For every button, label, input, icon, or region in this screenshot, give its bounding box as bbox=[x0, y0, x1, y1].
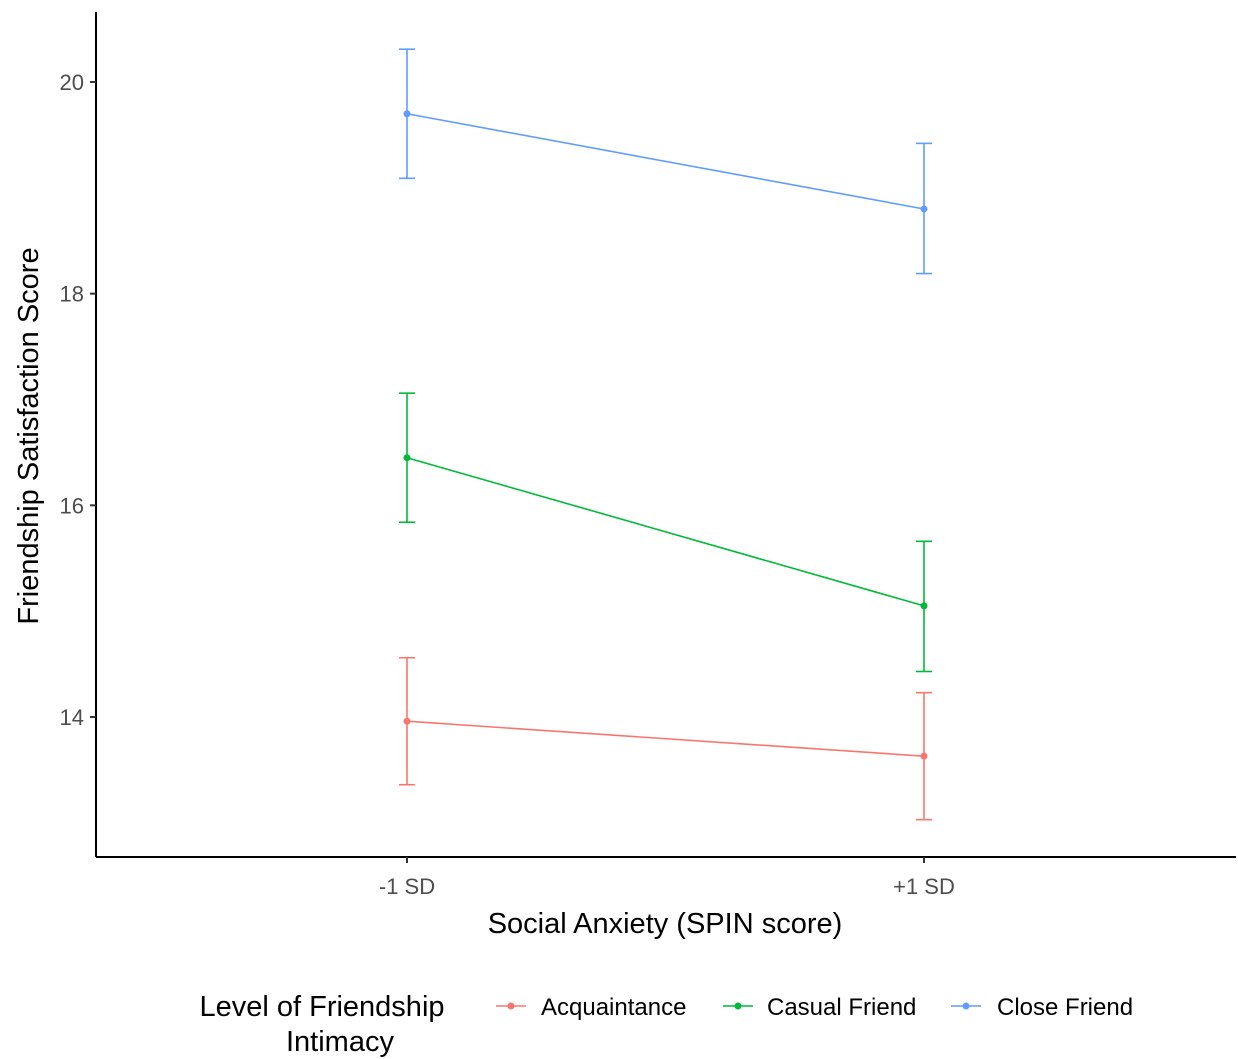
series-line bbox=[406, 456, 925, 607]
y-ticks: 14 16 18 20 bbox=[60, 70, 96, 730]
series-close-friend bbox=[399, 48, 932, 275]
y-tick-label: 16 bbox=[60, 493, 84, 518]
x-axis-title: Social Anxiety (SPIN score) bbox=[488, 908, 843, 940]
x-tick-label: -1 SD bbox=[379, 874, 435, 899]
series-line bbox=[406, 112, 925, 210]
series-casual-friend bbox=[399, 392, 932, 673]
axes bbox=[95, 12, 1236, 858]
y-tick-label: 14 bbox=[60, 705, 84, 730]
series-line bbox=[406, 720, 925, 757]
data-point bbox=[920, 205, 928, 213]
data-point bbox=[403, 110, 411, 118]
x-ticks: -1 SD +1 SD bbox=[379, 857, 955, 899]
y-axis-title: Friendship Satisfaction Score bbox=[13, 247, 45, 624]
data-point bbox=[920, 752, 928, 760]
legend-key-point bbox=[507, 1002, 515, 1010]
legend-title-line-2: Intimacy bbox=[286, 1026, 394, 1058]
legend: Level of Friendship Intimacy Acquaintanc… bbox=[199, 991, 1133, 1058]
data-point bbox=[920, 602, 928, 610]
legend-items: Acquaintance Casual Friend Close Friend bbox=[496, 994, 1133, 1021]
series-acquaintance bbox=[399, 656, 932, 821]
legend-label: Acquaintance bbox=[541, 994, 686, 1021]
plot-area bbox=[399, 48, 932, 821]
legend-key-point bbox=[962, 1002, 970, 1010]
legend-label: Close Friend bbox=[997, 994, 1133, 1021]
data-point bbox=[403, 454, 411, 462]
x-tick-label: +1 SD bbox=[893, 874, 955, 899]
legend-key-point bbox=[734, 1002, 742, 1010]
y-tick-label: 20 bbox=[60, 70, 84, 95]
legend-label: Casual Friend bbox=[767, 994, 916, 1021]
legend-title-line-1: Level of Friendship bbox=[199, 991, 444, 1023]
y-tick-label: 18 bbox=[60, 282, 84, 307]
data-point bbox=[403, 717, 411, 725]
